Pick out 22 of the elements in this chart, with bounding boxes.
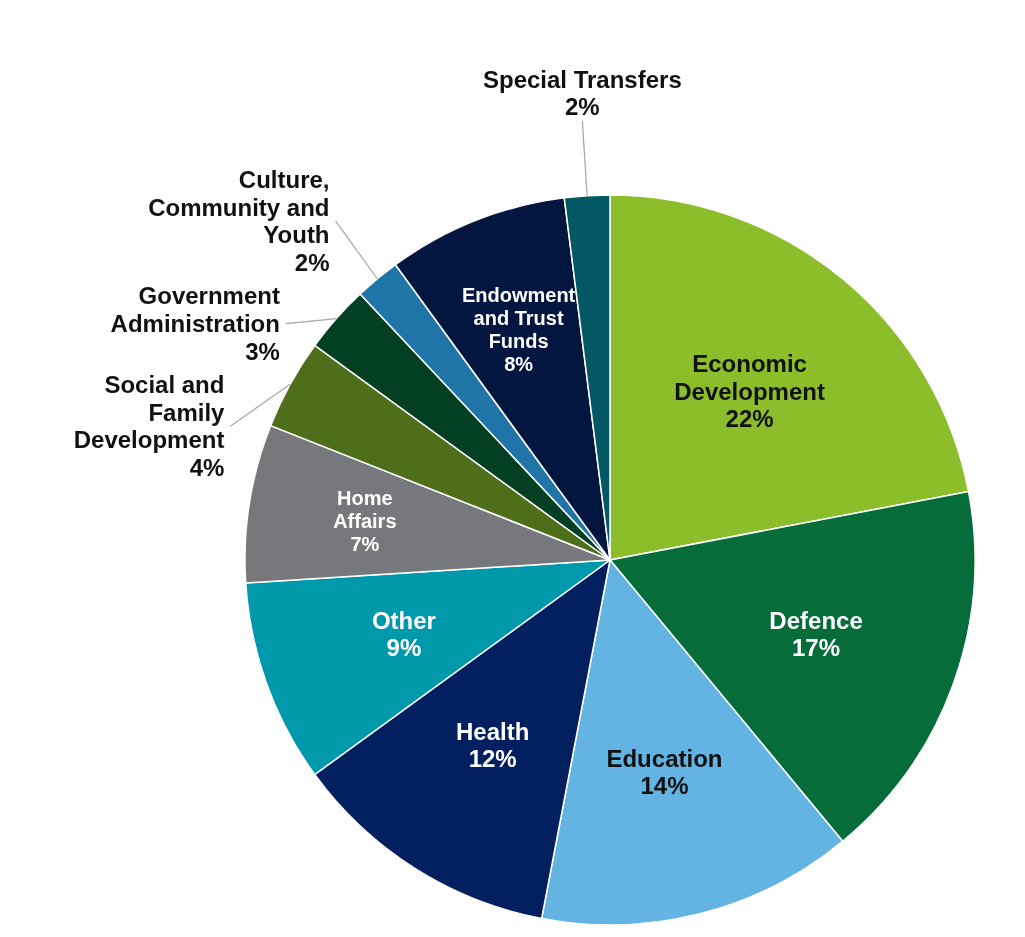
slice-label: Endowment and Trust Funds	[461, 283, 576, 352]
data-label: 8%	[504, 352, 534, 375]
slice-label: Economic Development	[674, 350, 825, 405]
slice-label: Culture, Community and Youth	[148, 165, 330, 249]
slice-label: Education	[606, 744, 723, 772]
slice-label: Other	[371, 606, 436, 634]
slice-label: Government Administration	[110, 282, 280, 337]
slice-label: Social and Family Development	[73, 371, 226, 454]
data-label: 4%	[189, 453, 225, 481]
slice-label: Special Transfers	[482, 65, 682, 93]
data-label: 7%	[350, 533, 380, 556]
slice-label: Health	[455, 717, 530, 745]
data-label: 22%	[725, 405, 774, 433]
data-label: 3%	[245, 337, 280, 365]
data-label: 14%	[640, 772, 689, 800]
slice-label: Home Affairs	[333, 487, 397, 533]
data-label: 2%	[294, 248, 330, 276]
data-label: 2%	[565, 93, 600, 121]
data-label: 9%	[386, 634, 422, 662]
slice-label: Defence	[769, 606, 863, 634]
data-label: 17%	[792, 634, 841, 662]
data-label: 12%	[468, 745, 517, 773]
